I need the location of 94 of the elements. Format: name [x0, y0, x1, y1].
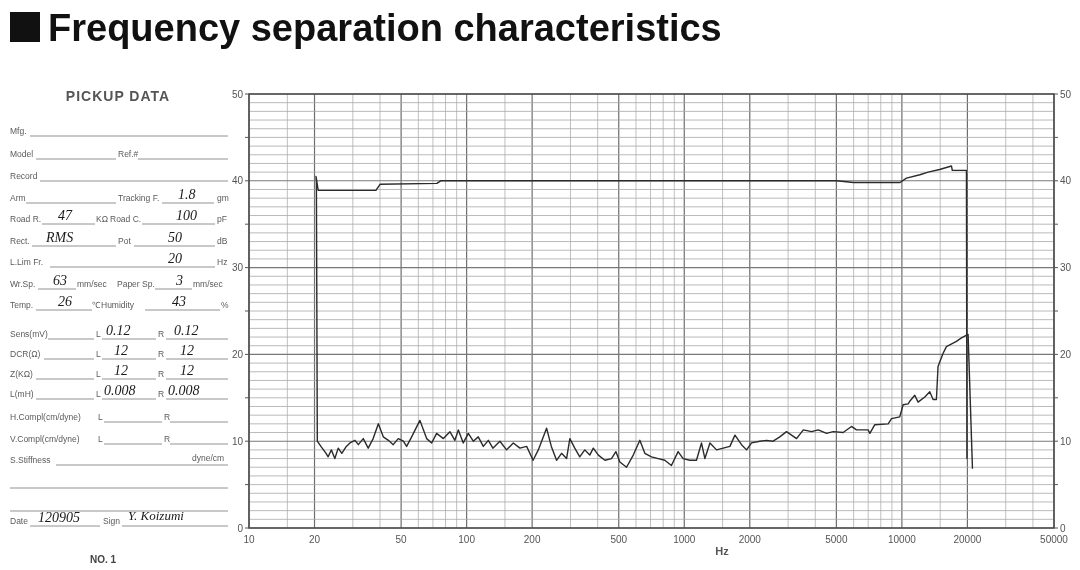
- text: Record: [10, 171, 38, 181]
- text: R: [158, 329, 165, 339]
- text: 0.12: [174, 323, 199, 338]
- text: Road R.: [10, 214, 42, 224]
- x-tick-label: 500: [610, 534, 628, 545]
- text: Z(KΩ): [10, 369, 34, 379]
- text: Wr.Sp.: [10, 279, 36, 289]
- text: R: [158, 369, 165, 379]
- text: Pot: [118, 236, 132, 246]
- y2-tick-label: 50: [1060, 88, 1072, 100]
- text: gm: [217, 193, 229, 203]
- y-tick-label: 0: [237, 522, 244, 534]
- text: 26: [58, 294, 72, 309]
- text: 0.12: [106, 323, 131, 338]
- text: L: [96, 349, 101, 359]
- text: V.Compl(cm/dyne): [10, 434, 80, 444]
- y-tick-label: 50: [231, 88, 244, 100]
- text: Tracking F.: [118, 193, 160, 203]
- text: R: [164, 434, 171, 444]
- text: 12: [180, 343, 194, 358]
- text: Sign: [103, 516, 121, 526]
- text: 12: [114, 343, 128, 358]
- text: 20: [168, 251, 182, 266]
- text: mm/sec: [77, 279, 108, 289]
- text: %: [221, 300, 229, 310]
- text: 63: [53, 273, 67, 288]
- text: 43: [172, 294, 186, 309]
- text: Sens(mV): [10, 329, 48, 339]
- text: Y. Koizumi: [128, 508, 185, 523]
- y2-tick-label: 0: [1060, 522, 1066, 534]
- x-tick-label: 5000: [825, 534, 848, 545]
- text: dyne/cm: [192, 453, 225, 463]
- text: 120905: [38, 510, 80, 525]
- text: PICKUP DATA: [65, 88, 171, 104]
- text: R: [158, 349, 165, 359]
- text: 100: [176, 208, 197, 223]
- text: L: [96, 389, 101, 399]
- y-tick-label: 40: [231, 175, 244, 187]
- text: pF: [217, 214, 227, 224]
- text: 12: [180, 363, 194, 378]
- text: S.Stiffness: [10, 455, 51, 465]
- text: Temp.: [10, 300, 34, 310]
- text: L: [96, 369, 101, 379]
- text: Hz: [217, 257, 228, 267]
- text: L: [96, 329, 101, 339]
- text: Date: [10, 516, 29, 526]
- y2-tick-label: 30: [1060, 262, 1072, 274]
- x-tick-label: 50000: [1040, 534, 1069, 545]
- x-tick-label: 20000: [953, 534, 982, 545]
- x-tick-label: 50: [395, 534, 408, 545]
- x-tick-label: 10: [243, 534, 255, 545]
- text: L: [98, 412, 103, 422]
- text: KΩ: [96, 214, 109, 224]
- y2-tick-label: 40: [1060, 175, 1072, 187]
- text: 47: [58, 208, 73, 223]
- text: 1.8: [178, 187, 196, 202]
- text: Ref.#: [118, 149, 139, 159]
- text: Road C.: [110, 214, 142, 224]
- text: L.Lim Fr.: [10, 257, 44, 267]
- x-tick-label: 200: [523, 534, 541, 545]
- text: ℃: [92, 300, 101, 310]
- y-tick-label: 10: [231, 435, 244, 447]
- text: 12: [114, 363, 128, 378]
- text: NO. 1: [90, 554, 117, 565]
- text: Paper Sp.: [117, 279, 155, 289]
- text: Rect.: [10, 236, 30, 246]
- text: Model: [10, 149, 34, 159]
- text: L: [98, 434, 103, 444]
- x-tick-label: 10000: [887, 534, 917, 545]
- x-tick-label: 2000: [738, 534, 762, 545]
- text: R: [158, 389, 165, 399]
- chart-title: Frequency separation characteristics: [48, 7, 722, 49]
- text: dB: [217, 236, 228, 246]
- text: Mfg.: [10, 126, 27, 136]
- text: 0.008: [168, 383, 200, 398]
- x-tick-label: 20: [308, 534, 321, 545]
- text: Arm: [10, 193, 26, 203]
- text: mm/sec: [193, 279, 224, 289]
- x-axis-title: Hz: [715, 545, 730, 557]
- y2-tick-label: 10: [1060, 435, 1072, 447]
- text: DCR(Ω): [10, 349, 41, 359]
- text: 0.008: [104, 383, 136, 398]
- y2-tick-label: 20: [1060, 348, 1072, 360]
- text: 50: [168, 230, 182, 245]
- text: L(mH): [10, 389, 34, 399]
- y-tick-label: 30: [231, 262, 244, 274]
- text: 3: [175, 273, 183, 288]
- text: H.Compl(cm/dyne): [10, 412, 82, 422]
- x-tick-label: 1000: [673, 534, 696, 545]
- y-tick-label: 20: [231, 348, 244, 360]
- text: R: [164, 412, 171, 422]
- x-tick-label: 100: [458, 534, 476, 545]
- text: RMS: [45, 230, 74, 245]
- text: Humidity: [101, 300, 135, 310]
